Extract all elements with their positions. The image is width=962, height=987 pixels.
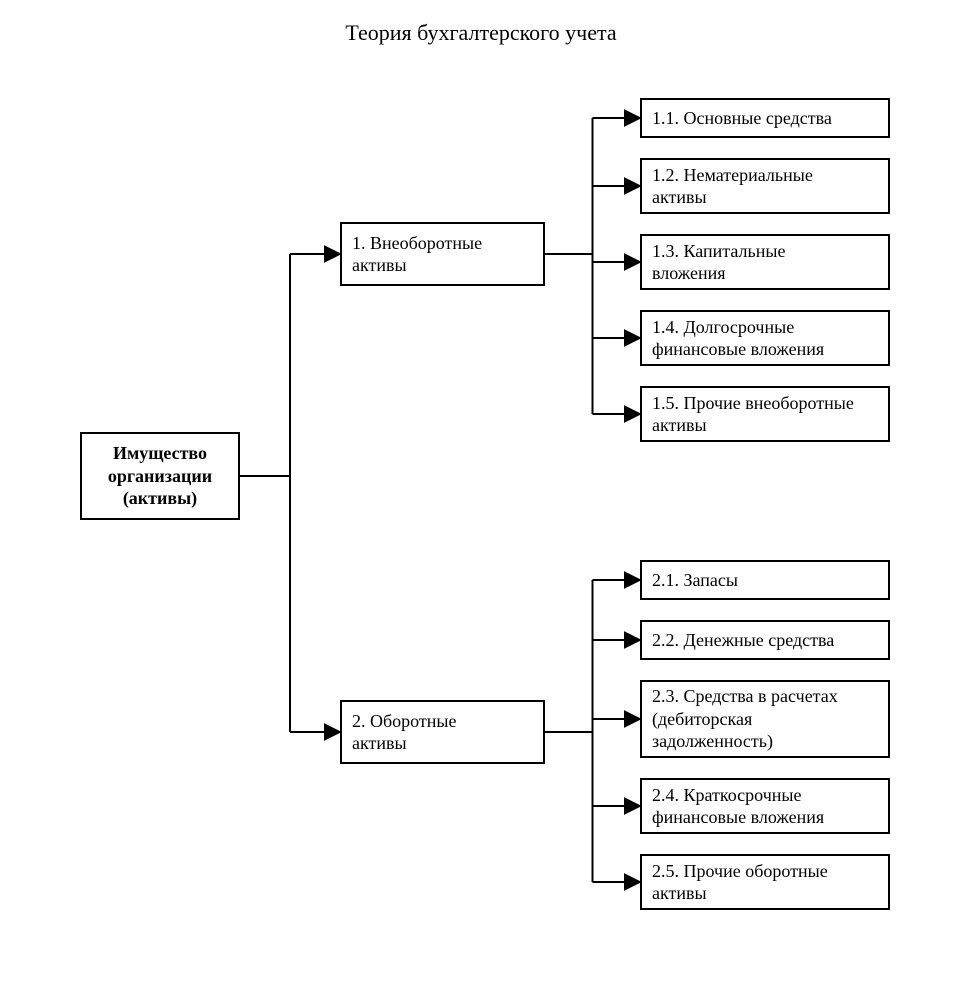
node-label: 1.2. Нематериальныеактивы bbox=[652, 164, 813, 209]
node-label: 2.2. Денежные средства bbox=[652, 629, 834, 652]
node-n13: 1.3. Капитальныевложения bbox=[640, 234, 890, 290]
node-n15: 1.5. Прочие внеоборотныеактивы bbox=[640, 386, 890, 442]
node-n1: 1. Внеоборотныеактивы bbox=[340, 222, 545, 286]
node-root: Имуществоорганизации(активы) bbox=[80, 432, 240, 520]
node-label: 1.1. Основные средства bbox=[652, 107, 832, 130]
node-n2: 2. Оборотныеактивы bbox=[340, 700, 545, 764]
node-n22: 2.2. Денежные средства bbox=[640, 620, 890, 660]
node-label: 1.3. Капитальныевложения bbox=[652, 240, 785, 285]
node-label: 2.3. Средства в расчетах(дебиторскаязадо… bbox=[652, 685, 838, 753]
node-label: 2.5. Прочие оборотныеактивы bbox=[652, 860, 828, 905]
node-label: 2.1. Запасы bbox=[652, 569, 738, 592]
diagram-title: Теория бухгалтерского учета bbox=[0, 20, 962, 46]
node-label: 1. Внеоборотныеактивы bbox=[352, 232, 482, 277]
node-label: 1.4. Долгосрочныефинансовые вложения bbox=[652, 316, 824, 361]
diagram-stage: Теория бухгалтерского учета Имуществоорг… bbox=[0, 0, 962, 987]
node-n24: 2.4. Краткосрочныефинансовые вложения bbox=[640, 778, 890, 834]
node-label: 2.4. Краткосрочныефинансовые вложения bbox=[652, 784, 824, 829]
node-label: Имуществоорганизации(активы) bbox=[108, 442, 212, 510]
node-label: 2. Оборотныеактивы bbox=[352, 710, 457, 755]
node-n11: 1.1. Основные средства bbox=[640, 98, 890, 138]
node-n25: 2.5. Прочие оборотныеактивы bbox=[640, 854, 890, 910]
node-n14: 1.4. Долгосрочныефинансовые вложения bbox=[640, 310, 890, 366]
node-label: 1.5. Прочие внеоборотныеактивы bbox=[652, 392, 854, 437]
node-n23: 2.3. Средства в расчетах(дебиторскаязадо… bbox=[640, 680, 890, 758]
node-n12: 1.2. Нематериальныеактивы bbox=[640, 158, 890, 214]
node-n21: 2.1. Запасы bbox=[640, 560, 890, 600]
